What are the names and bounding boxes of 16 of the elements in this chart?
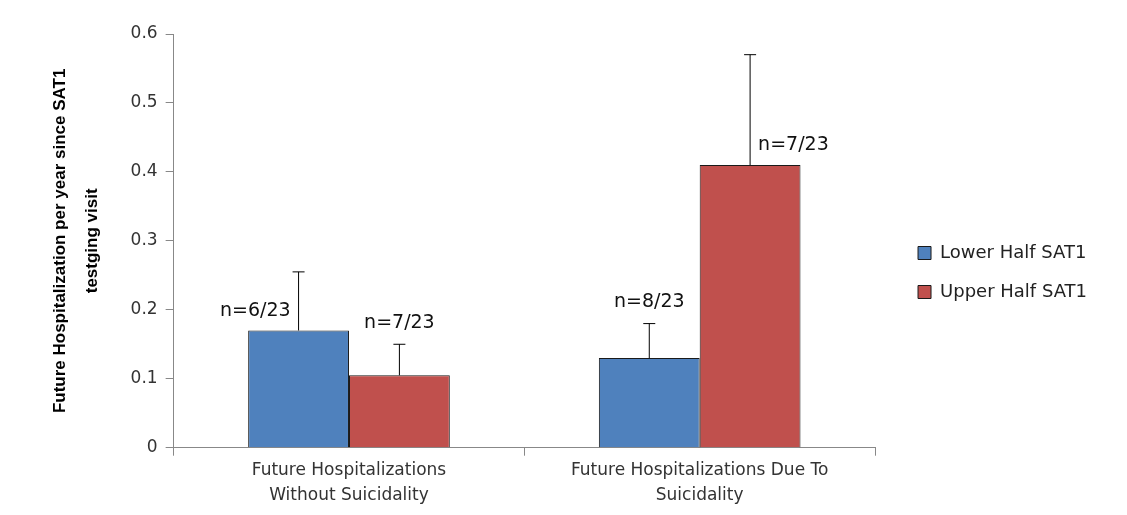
- data-label: n=7/23: [758, 132, 829, 155]
- y-tick-label: 0.2: [130, 298, 158, 319]
- legend-label: Lower Half SAT1: [940, 240, 1087, 262]
- y-tick-label: 0.3: [130, 229, 158, 250]
- x-tick-label: Future Hospitalizations Due To Suicidality: [570, 459, 829, 505]
- data-label: n=7/23: [364, 309, 435, 332]
- y-tick-label: 0.4: [130, 160, 158, 181]
- y-tick-label: 0.5: [130, 91, 158, 112]
- legend-label: Upper Half SAT1: [940, 279, 1088, 301]
- x-tick-label: Future Hospitalizations Without Suicidality: [251, 459, 447, 505]
- y-tick-label: 0.1: [130, 367, 158, 388]
- y-axis-title: Future Hospitalization per year since SAT1 testging visit: [49, 68, 102, 414]
- data-label: n=8/23: [613, 289, 685, 312]
- y-tick-label: 0.6: [130, 22, 158, 43]
- y-tick-label: 0: [146, 436, 158, 457]
- data-label: n=6/23: [219, 297, 291, 320]
